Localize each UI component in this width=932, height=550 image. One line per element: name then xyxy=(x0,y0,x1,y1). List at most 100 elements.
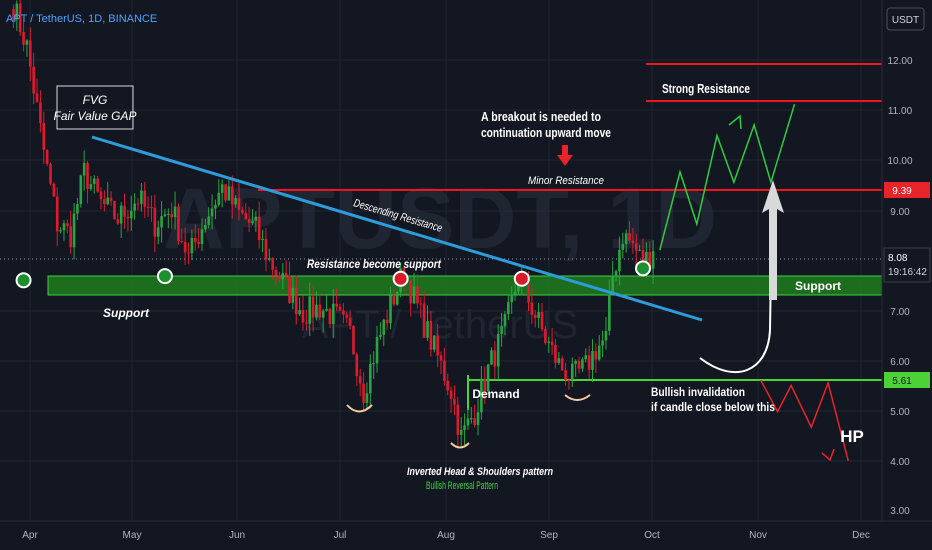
candle-body xyxy=(480,378,483,413)
time-axis[interactable] xyxy=(0,521,932,550)
candle-body xyxy=(315,304,318,318)
candle-body xyxy=(641,249,645,268)
candle-body xyxy=(284,272,288,276)
candle-body xyxy=(126,216,130,219)
candle-body xyxy=(648,251,652,269)
candle-body xyxy=(15,3,19,20)
candle-body xyxy=(301,310,305,323)
candle-body xyxy=(557,358,561,363)
candle-body xyxy=(42,122,46,150)
time-tick: Dec xyxy=(852,530,870,541)
time-axis-ticks: Apr May Jun Jul Aug Sep Oct Nov Dec xyxy=(22,530,870,541)
candle-body xyxy=(136,203,140,205)
candle-body xyxy=(550,341,554,345)
candle-body xyxy=(385,319,389,324)
currency-button-label: USDT xyxy=(892,15,919,26)
candle-body xyxy=(62,223,66,231)
support-label-left: Support xyxy=(103,306,150,320)
candle-body xyxy=(634,243,638,251)
resistance-price-badge-text: 9.39 xyxy=(892,186,912,197)
candle-body xyxy=(254,216,258,221)
candle-body xyxy=(96,178,99,192)
candle-body xyxy=(517,283,520,292)
candle-body xyxy=(594,350,598,360)
left-shoulder-arc xyxy=(346,404,373,413)
candle-body xyxy=(382,319,386,335)
current-price-value: 8.08 xyxy=(888,253,908,264)
candle-body xyxy=(365,393,369,403)
time-tick: Apr xyxy=(22,530,38,541)
candle-body xyxy=(338,306,342,311)
candle-body xyxy=(426,320,429,338)
candle-body xyxy=(456,404,460,435)
candle-body xyxy=(395,291,399,305)
ihs-pattern-label: Inverted Head & Shoulders pattern xyxy=(407,466,553,478)
candle-body xyxy=(35,93,39,103)
bullish-projection-path xyxy=(659,103,796,251)
candle-body xyxy=(261,238,264,241)
bullish-reversal-label: Bullish Reversal Pattern xyxy=(426,480,498,492)
candle-body xyxy=(527,280,530,303)
candle-body xyxy=(537,311,540,318)
strong-resistance-label: Strong Resistance xyxy=(662,81,750,96)
symbol-label[interactable]: APT / TetherUS, 1D, BINANCE xyxy=(6,13,157,25)
candle-body xyxy=(173,206,177,218)
candle-body xyxy=(92,178,96,185)
candle-body xyxy=(197,241,200,245)
candle-body xyxy=(251,220,254,223)
resistance-touch-marker xyxy=(513,270,530,287)
bearish-projection-path xyxy=(760,379,850,462)
candle-body xyxy=(18,3,22,33)
candle-body xyxy=(409,280,413,304)
resistance-become-support-label: Resistance become support xyxy=(307,257,442,271)
descending-resistance-trendline[interactable] xyxy=(91,135,703,322)
candle-body xyxy=(352,325,355,355)
candle-body xyxy=(257,216,261,241)
fvg-sublabel: Fair Value GAP xyxy=(54,109,137,123)
candle-body xyxy=(129,210,133,219)
candle-body xyxy=(348,317,352,326)
candlesticks xyxy=(12,0,655,449)
candle-body xyxy=(577,360,581,369)
time-tick: Sep xyxy=(540,530,558,541)
candle-body xyxy=(449,390,453,400)
support-zone xyxy=(47,275,883,296)
candle-body xyxy=(160,216,163,228)
candle-body xyxy=(187,252,190,254)
candle-body xyxy=(278,275,281,280)
candle-body xyxy=(510,294,513,303)
candle-body xyxy=(140,190,143,204)
candle-body xyxy=(79,175,83,205)
head-arc xyxy=(450,442,470,449)
candle-body xyxy=(567,379,571,381)
candle-body xyxy=(530,302,534,315)
candle-body xyxy=(466,418,470,426)
fvg-box xyxy=(56,85,134,130)
price-tick: 7.00 xyxy=(890,307,910,318)
candle-body xyxy=(281,272,285,280)
price-tick: 10.00 xyxy=(887,156,912,167)
candle-body xyxy=(288,275,291,303)
candle-body xyxy=(271,258,274,270)
candle-body xyxy=(72,213,76,248)
candle-body xyxy=(651,251,655,269)
breakout-note-line1: A breakout is needed to xyxy=(481,109,601,124)
candle-body xyxy=(496,333,500,367)
candle-body xyxy=(190,237,194,254)
candle-body xyxy=(611,276,614,295)
price-tick: 5.00 xyxy=(890,407,910,418)
candle-body xyxy=(224,184,227,201)
candle-body xyxy=(547,341,551,343)
candle-body xyxy=(244,212,248,220)
currency-button[interactable] xyxy=(886,7,925,31)
candle-body xyxy=(12,9,15,20)
candle-body xyxy=(321,310,325,318)
candle-body xyxy=(45,149,49,165)
current-price-badge xyxy=(883,247,931,283)
candle-body xyxy=(564,370,567,380)
candle-body xyxy=(146,206,150,208)
candle-body xyxy=(621,244,625,250)
price-tick: 12.00 xyxy=(887,56,912,67)
candle-body xyxy=(76,204,79,214)
